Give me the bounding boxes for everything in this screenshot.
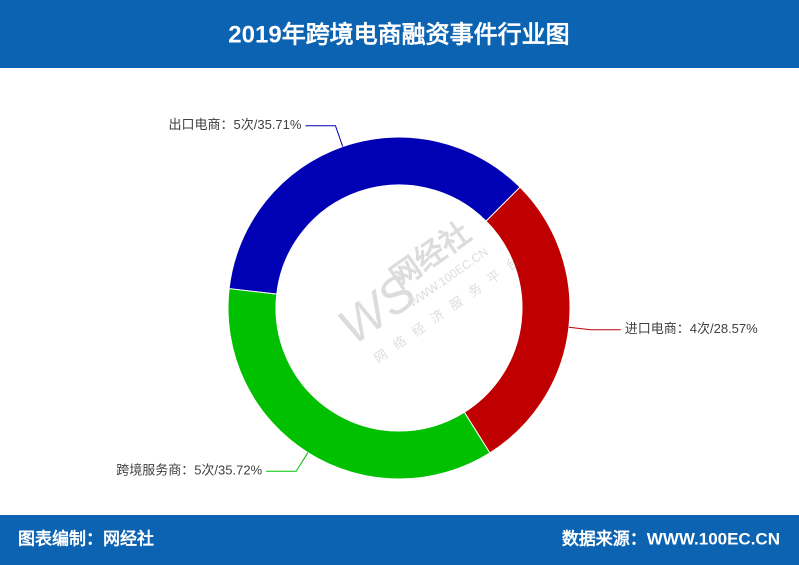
donut-segment	[228, 136, 521, 295]
chart-title: 2019年跨境电商融资事件行业图	[228, 20, 569, 48]
data-label: 进口电商：4次/28.57%	[625, 321, 758, 336]
leader-line	[568, 326, 621, 331]
footer-band	[0, 515, 799, 565]
leader-line	[305, 125, 344, 147]
header-band	[0, 0, 799, 68]
footer-right: 数据来源：WWW.100EC.CN	[562, 528, 780, 548]
data-label: 出口电商：5次/35.71%	[169, 117, 302, 132]
data-label: 跨境服务商：5次/35.72%	[116, 463, 262, 478]
plot: 出口电商：5次/35.71% 进口电商：4次/28.57% 跨境服务商：5次/35.…	[116, 117, 758, 480]
footer-left: 图表编制：网经社	[18, 528, 154, 548]
donut-segment	[227, 288, 491, 480]
leader-line	[266, 452, 309, 472]
donut-segment	[463, 186, 571, 454]
